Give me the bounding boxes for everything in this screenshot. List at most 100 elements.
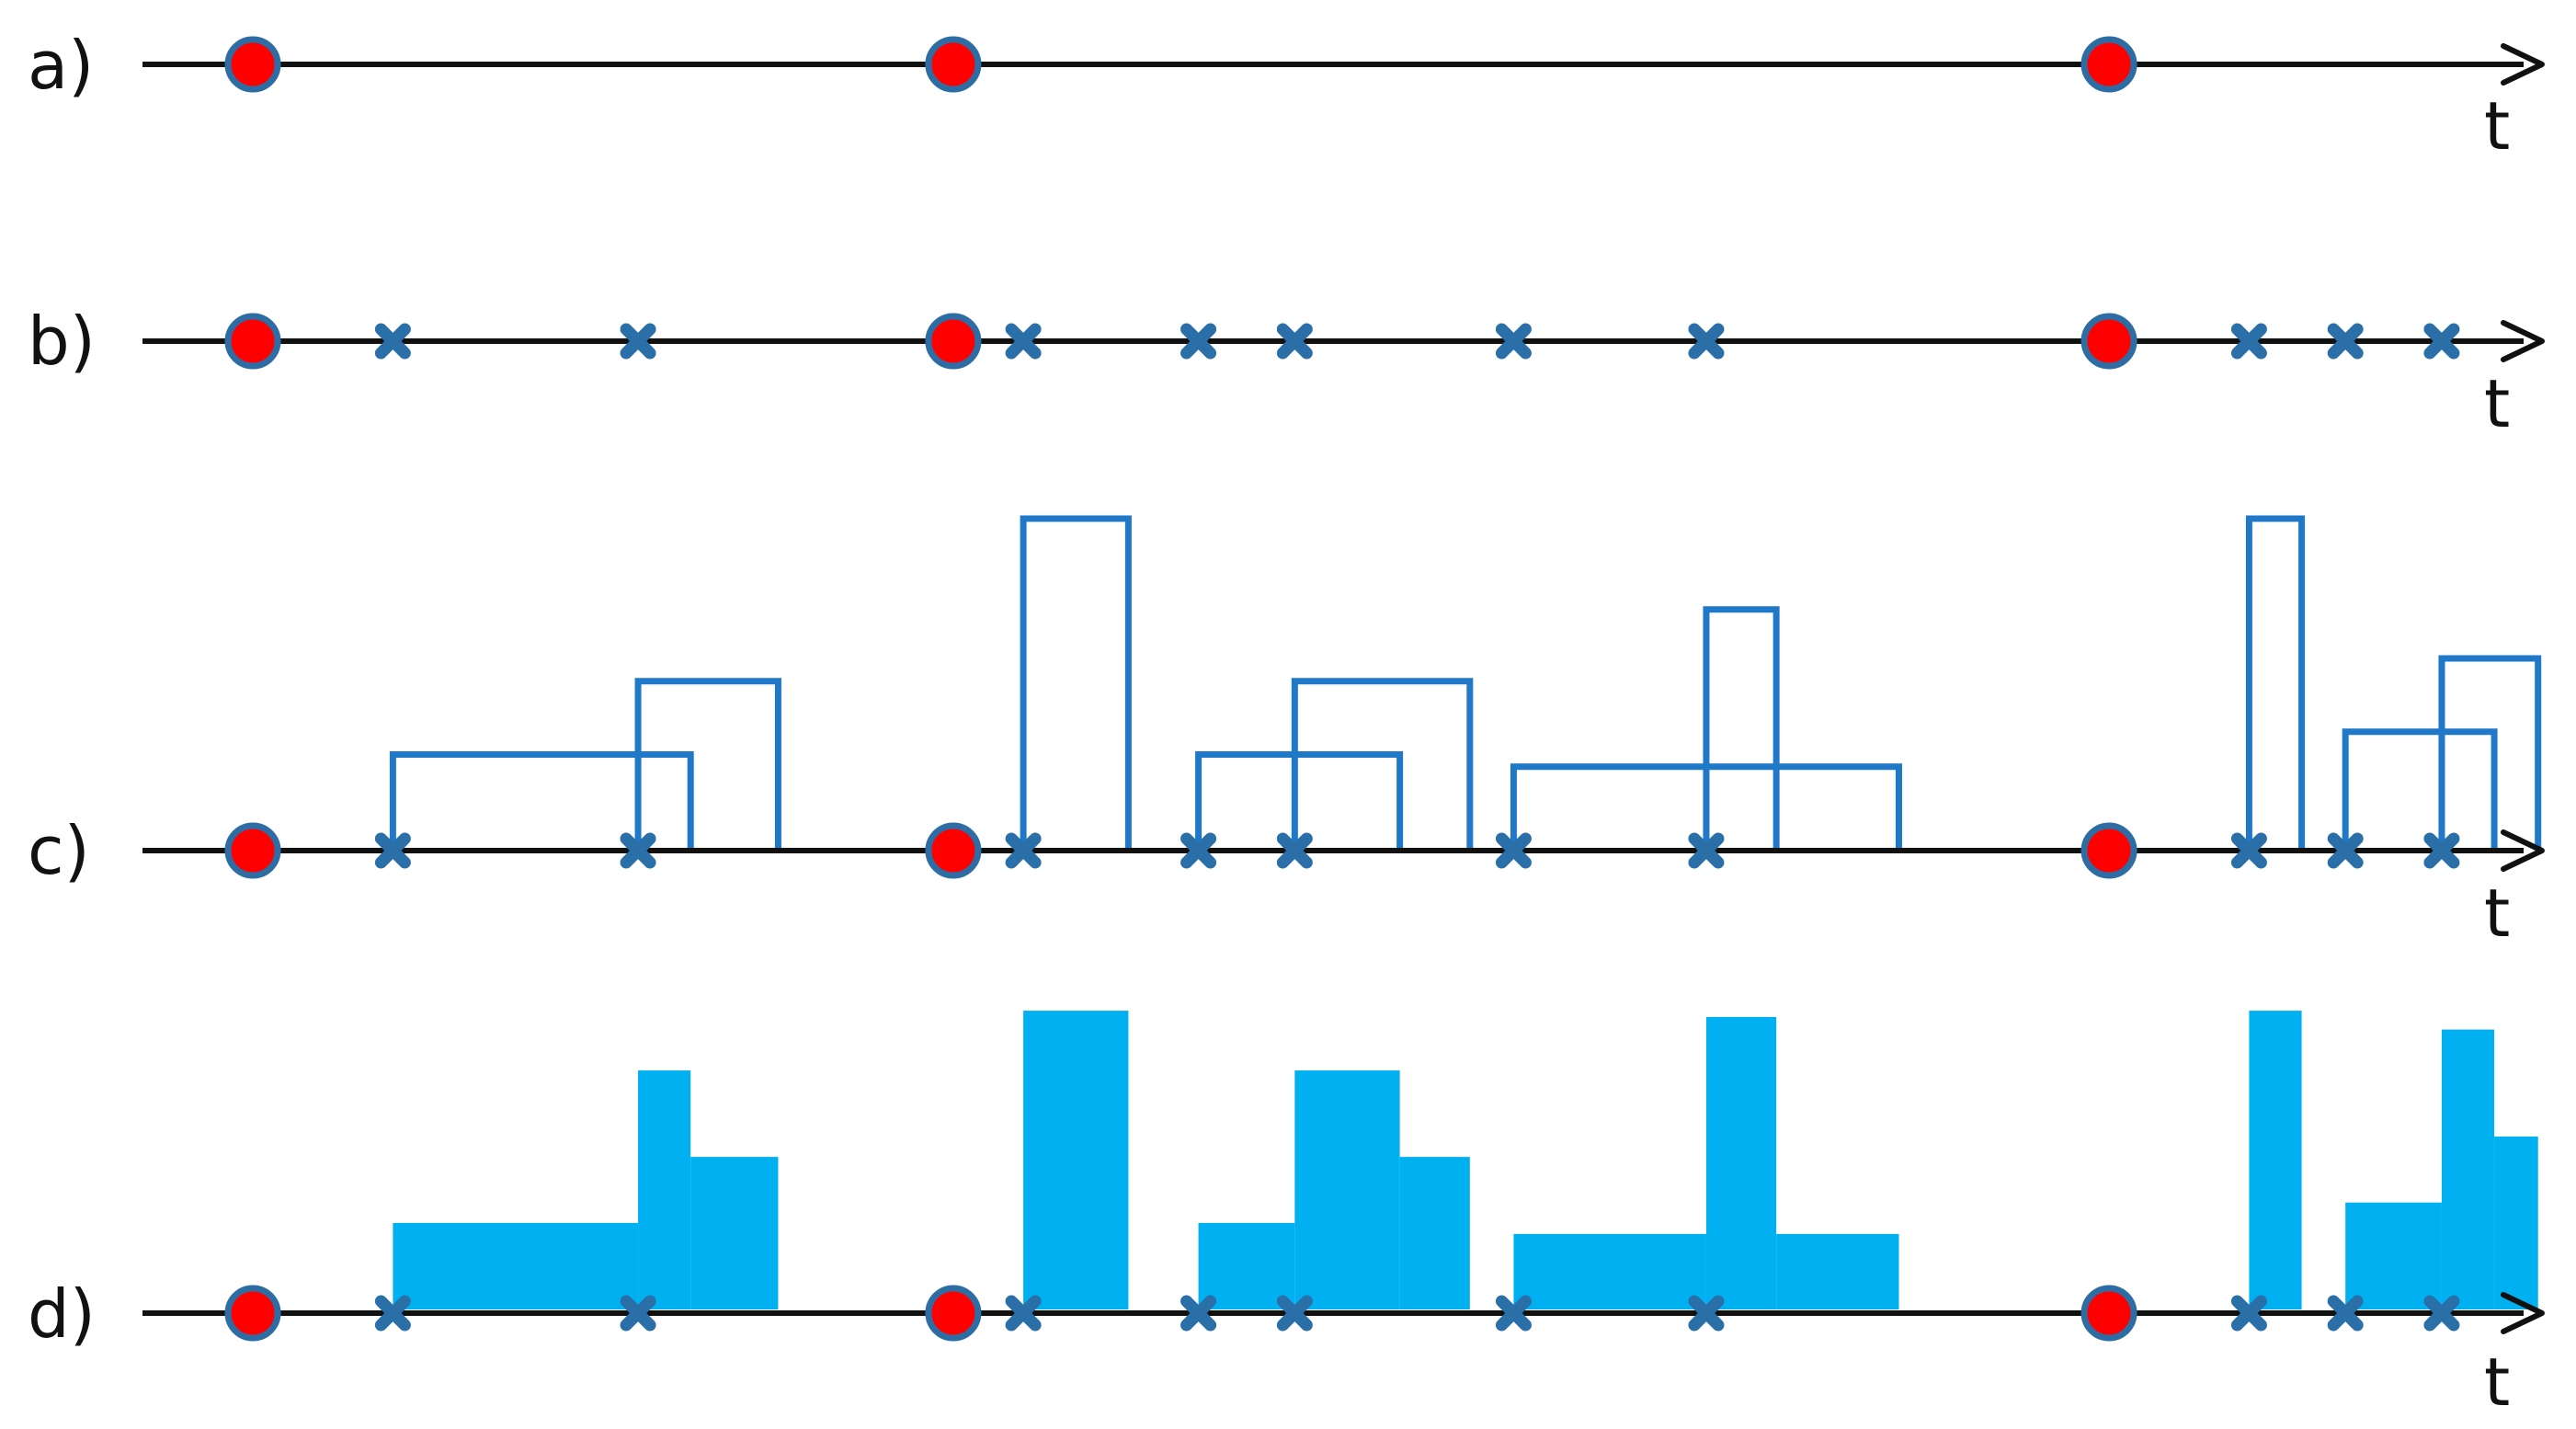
blue-cross-icon xyxy=(1180,323,1217,360)
cross-stroke xyxy=(1688,1295,1725,1332)
red-dot-icon xyxy=(224,1285,281,1342)
red-dot-icon xyxy=(2080,36,2137,93)
cross-stroke xyxy=(1688,323,1725,360)
blue-cross-icon xyxy=(620,323,656,360)
cross-stroke xyxy=(1276,1295,1313,1332)
cross-stroke xyxy=(2230,832,2267,869)
blue-cross-icon xyxy=(2423,832,2460,869)
blue-cross-icon xyxy=(1688,1295,1725,1332)
timeline-row-c: c) t xyxy=(28,515,2545,952)
row-label-b: b) xyxy=(28,303,96,380)
arrowhead-icon xyxy=(2501,43,2545,86)
axis-label-t-b: t xyxy=(2484,365,2510,442)
red-dot-icon xyxy=(224,36,281,93)
red-dot-icon xyxy=(925,822,982,879)
cross-stroke xyxy=(1276,323,1313,360)
blue-cross-icon xyxy=(1005,1295,1042,1332)
cross-stroke xyxy=(374,323,411,360)
pulse-outline xyxy=(389,751,694,848)
summed-intensity-segment xyxy=(2441,1029,2495,1309)
blue-cross-icon xyxy=(2423,1295,2460,1332)
cross-stroke xyxy=(2423,323,2460,360)
blue-cross-icon xyxy=(1688,832,1725,869)
summed-intensity-segment xyxy=(1294,1070,1400,1309)
cross-stroke xyxy=(1688,832,1725,869)
blue-cross-icon xyxy=(374,323,411,360)
pulse-outline xyxy=(1020,515,1132,848)
summed-intensity-segment xyxy=(1705,1016,1777,1309)
red-dot-icon xyxy=(224,313,281,370)
summed-intensity-segment xyxy=(1399,1157,1470,1309)
arrowhead-icon xyxy=(2501,829,2545,872)
summed-intensity-segment xyxy=(393,1222,639,1309)
cross-stroke xyxy=(1005,1295,1042,1332)
arrowhead-icon xyxy=(2501,320,2545,362)
cross-stroke xyxy=(2327,832,2364,869)
pulse-outline xyxy=(1291,678,1474,848)
summed-intensity-segment xyxy=(1198,1222,1295,1309)
summed-intensity-segment xyxy=(1513,1233,1706,1309)
blue-cross-icon xyxy=(1005,832,1042,869)
blue-cross-icon xyxy=(620,1295,656,1332)
summed-intensity-segment xyxy=(2345,1202,2442,1309)
cross-stroke xyxy=(1180,832,1217,869)
red-dot-icon xyxy=(925,1285,982,1342)
summed-intensity-segment xyxy=(1776,1233,1899,1309)
cross-stroke xyxy=(374,1295,411,1332)
axis-label-t-d: t xyxy=(2484,1343,2510,1421)
red-dot-icon xyxy=(925,36,982,93)
cross-stroke xyxy=(1495,1295,1532,1332)
cross-stroke xyxy=(1495,832,1532,869)
cross-stroke xyxy=(1180,1295,1217,1332)
cross-stroke xyxy=(2230,323,2267,360)
timeline-row-b: b) t xyxy=(28,303,2545,442)
axis-label-t-c: t xyxy=(2484,875,2510,952)
red-dot-icon xyxy=(2080,313,2137,370)
cross-stroke xyxy=(374,832,411,869)
blue-cross-icon xyxy=(1180,1295,1217,1332)
timeline-row-d: d) t xyxy=(28,1011,2545,1421)
blue-cross-icon xyxy=(1180,832,1217,869)
blue-cross-icon xyxy=(2327,832,2364,869)
cross-stroke xyxy=(620,832,656,869)
cross-stroke xyxy=(1005,832,1042,869)
cross-stroke xyxy=(1005,323,1042,360)
timeline-row-a: a) t xyxy=(28,27,2545,165)
row-label-a: a) xyxy=(28,27,94,104)
blue-cross-icon xyxy=(2327,323,2364,360)
blue-cross-icon xyxy=(1495,323,1532,360)
summed-intensity-segment xyxy=(2494,1136,2538,1309)
pulse-outline xyxy=(1195,751,1404,848)
summed-intensity-segment xyxy=(1023,1011,1129,1309)
axis-label-t-a: t xyxy=(2484,87,2510,165)
pulse-outline xyxy=(634,678,781,848)
blue-cross-icon xyxy=(2230,1295,2267,1332)
pulse-outline xyxy=(2342,728,2498,848)
blue-cross-icon xyxy=(1276,1295,1313,1332)
blue-cross-icon xyxy=(1005,323,1042,360)
row-label-d: d) xyxy=(28,1275,96,1353)
red-dot-icon xyxy=(925,313,982,370)
blue-cross-icon xyxy=(1688,323,1725,360)
cross-stroke xyxy=(620,1295,656,1332)
blue-cross-icon xyxy=(2423,323,2460,360)
blue-cross-icon xyxy=(2327,1295,2364,1332)
summed-intensity-segment xyxy=(690,1157,779,1309)
cross-stroke xyxy=(2423,832,2460,869)
row-label-c: c) xyxy=(28,812,90,889)
blue-cross-icon xyxy=(620,832,656,869)
cross-stroke xyxy=(620,323,656,360)
pulse-outline xyxy=(2245,515,2306,848)
cross-stroke xyxy=(2327,1295,2364,1332)
red-dot-icon xyxy=(224,822,281,879)
cross-stroke xyxy=(1495,323,1532,360)
pulse-outline xyxy=(1703,606,1780,848)
red-dot-icon xyxy=(2080,822,2137,879)
cross-stroke xyxy=(2423,1295,2460,1332)
blue-cross-icon xyxy=(374,832,411,869)
blue-cross-icon xyxy=(1276,832,1313,869)
summed-intensity-segment xyxy=(638,1070,691,1309)
blue-cross-icon xyxy=(2230,832,2267,869)
blue-cross-icon xyxy=(2230,323,2267,360)
